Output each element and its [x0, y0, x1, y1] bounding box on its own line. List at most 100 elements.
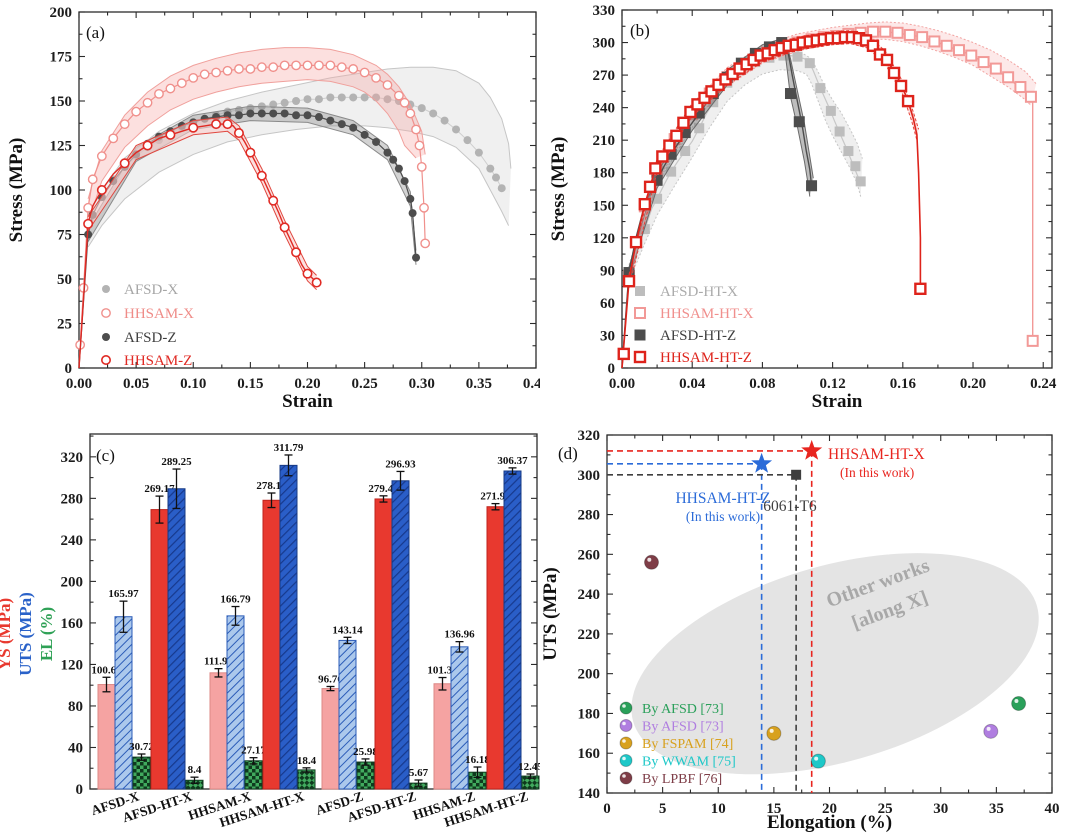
data-point [766, 725, 782, 741]
legend: AFSD-HT-X HHSAM-HT-X AFSD-HT-Z HHSAM-HT-Z [633, 284, 754, 366]
panel-tag: (c) [96, 446, 115, 465]
svg-text:330: 330 [593, 3, 616, 19]
axis-ticks: 0.00 0.05 0.10 0.15 0.20 0.25 0.30 0.35 0.40 0 25 5… [50, 5, 541, 392]
svg-text:0.20: 0.20 [960, 376, 986, 392]
svg-text:125: 125 [50, 139, 73, 155]
svg-text:0.04: 0.04 [679, 376, 706, 392]
svg-text:150: 150 [593, 198, 616, 214]
y-axis-title-part: EL (%) [37, 607, 56, 661]
svg-text:0: 0 [603, 801, 611, 817]
svg-text:280: 280 [61, 491, 84, 507]
bar-AFSD-Z-EL (%) [356, 761, 375, 790]
bar-HHSAM-HT-X-EL (%) [297, 769, 316, 790]
bar-HHSAM-X-UTS (MPa) [226, 615, 245, 790]
bar-value-label: 306.37 [497, 455, 528, 467]
y-axis-title: Stress (MPa) [6, 138, 27, 243]
bar-HHSAM-X-EL (%) [244, 760, 263, 790]
svg-text:240: 240 [61, 533, 84, 549]
svg-text:180: 180 [593, 166, 616, 182]
bar-value-label: 278.15 [256, 480, 287, 492]
bar-value-label: 165.97 [108, 588, 139, 600]
svg-text:40: 40 [1045, 801, 1060, 817]
y-axis-title: Stress (MPa) [548, 137, 569, 242]
bar-HHSAM-HT-Z-YS (MPa) [486, 506, 505, 790]
bar-AFSD-Z-UTS (MPa) [338, 639, 357, 790]
svg-text:200: 200 [50, 5, 73, 21]
bar-AFSD-X-EL (%) [132, 756, 151, 790]
svg-text:25: 25 [57, 317, 72, 333]
star-marker [801, 439, 823, 460]
bar-value-label: 96.76 [318, 673, 343, 685]
panel-b-stress-strain-ht-chart: 0.00 0.04 0.08 0.12 0.16 0.20 0.24 0 30 60 90 120 15… [548, 3, 1057, 412]
bar-value-label: 269.17 [144, 483, 175, 495]
svg-text:320: 320 [61, 450, 84, 466]
svg-text:160: 160 [578, 746, 601, 762]
svg-text:0.40: 0.40 [523, 376, 540, 392]
svg-text:90: 90 [600, 263, 615, 279]
bar-value-label: 296.93 [385, 458, 416, 470]
svg-text:0.08: 0.08 [749, 376, 775, 392]
bar-value-label: 311.79 [274, 442, 304, 454]
bar-value-label: 8.4 [188, 764, 202, 776]
svg-text:200: 200 [578, 667, 601, 683]
svg-text:210: 210 [593, 133, 616, 149]
svg-text:0.24: 0.24 [1030, 376, 1057, 392]
legend-label: AFSD-HT-Z [660, 328, 736, 344]
svg-text:20: 20 [822, 801, 837, 817]
svg-text:25: 25 [878, 801, 893, 817]
highlight-label: HHSAM-HT-Z [675, 490, 770, 507]
panel-tag: (b) [630, 21, 650, 40]
legend-label: By FSPAM [74] [642, 737, 733, 752]
svg-text:0.15: 0.15 [237, 376, 263, 392]
svg-text:0.00: 0.00 [609, 376, 635, 392]
legend-label: AFSD-X [124, 282, 178, 298]
panel-tag: (d) [558, 444, 578, 463]
svg-text:0.00: 0.00 [66, 376, 92, 392]
svg-text:5: 5 [659, 801, 667, 817]
highlight-sublabel: (In this work) [840, 465, 914, 480]
svg-text:300: 300 [593, 36, 616, 52]
data-point [810, 753, 826, 769]
svg-text:180: 180 [578, 706, 601, 722]
bar-value-label: 18.4 [297, 755, 317, 767]
series-HHSAM-HT-Z [617, 30, 927, 369]
svg-text:150: 150 [50, 94, 73, 110]
bar-value-label: 136.96 [444, 629, 475, 641]
legend-label: By LPBF [76] [642, 772, 722, 787]
svg-text:15: 15 [766, 801, 781, 817]
axis-ticks: 0.00 0.04 0.08 0.12 0.16 0.20 0.24 0 30 60 90 120 15… [593, 3, 1057, 392]
svg-text:200: 200 [61, 574, 84, 590]
svg-text:0.16: 0.16 [890, 376, 917, 392]
bar-value-label: 289.25 [161, 456, 192, 468]
svg-text:35: 35 [989, 801, 1004, 817]
svg-text:240: 240 [578, 587, 601, 603]
bar-HHSAM-Z-YS (MPa) [433, 683, 452, 790]
legend-label: HHSAM-X [124, 306, 194, 322]
svg-text:0.12: 0.12 [819, 376, 845, 392]
svg-text:300: 300 [578, 468, 601, 484]
svg-text:0.05: 0.05 [123, 376, 149, 392]
series-HHSAM-X [75, 47, 431, 369]
legend-label: HHSAM-HT-Z [660, 350, 752, 366]
bar-value-label: 143.14 [332, 624, 363, 636]
x-axis-title: Strain [282, 391, 333, 412]
bar-AFSD-Z-YS (MPa) [321, 688, 340, 790]
bar-AFSD-HT-X-YS (MPa) [150, 509, 169, 790]
legend-label: By WWAM [75] [642, 755, 736, 770]
svg-text:260: 260 [578, 547, 601, 563]
svg-text:10: 10 [711, 801, 726, 817]
x-axis-title: Elongation (%) [767, 812, 892, 833]
svg-text:30: 30 [933, 801, 948, 817]
bar-value-label: 16.18 [465, 754, 490, 766]
bar-AFSD-HT-Z-YS (MPa) [374, 498, 393, 790]
x-axis-title: Strain [812, 391, 863, 412]
bar-value-label: 27.17 [241, 745, 266, 757]
svg-text:160: 160 [61, 616, 84, 632]
bar-HHSAM-Z-UTS (MPa) [450, 646, 469, 790]
bar-value-label: 166.79 [220, 594, 251, 606]
bar-AFSD-HT-Z-UTS (MPa) [391, 480, 410, 790]
axis-ticks: 0 40 80 120 160 200 240 280 320 [61, 435, 537, 798]
svg-text:0.30: 0.30 [409, 376, 435, 392]
svg-text:0.25: 0.25 [352, 376, 378, 392]
